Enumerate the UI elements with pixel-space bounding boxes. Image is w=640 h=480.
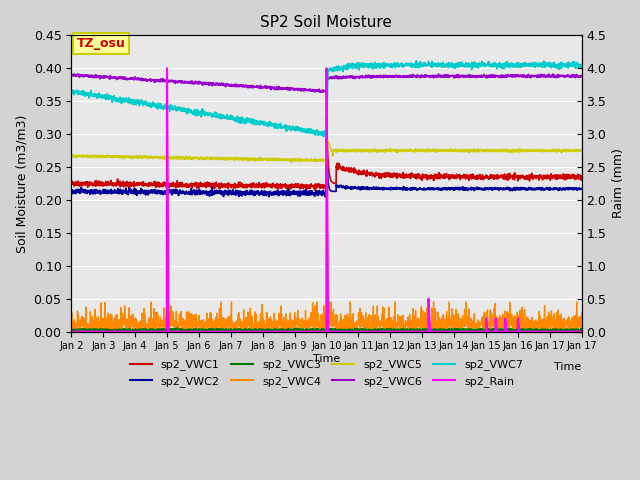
sp2_VWC3 [173,325,181,331]
sp2_VWC5 [67,153,75,159]
sp2_VWC1 [323,115,330,120]
sp2_VWC5 [228,156,236,162]
sp2_VWC6 [578,73,586,79]
sp2_VWC7 [480,62,488,68]
sp2_VWC5 [509,147,516,153]
sp2_Rain [118,329,126,335]
Y-axis label: Raim (mm): Raim (mm) [612,148,625,218]
sp2_VWC7 [357,63,365,69]
sp2_Rain [67,329,75,335]
sp2_VWC1 [357,169,365,175]
sp2_VWC2 [118,189,126,195]
sp2_VWC2 [323,136,330,142]
sp2_Rain [228,329,236,335]
sp2_VWC7 [509,64,516,70]
sp2_VWC7 [228,115,236,121]
sp2_Rain [480,329,488,335]
sp2_VWC5 [480,148,488,154]
X-axis label: Time: Time [313,354,340,364]
Line: sp2_VWC5: sp2_VWC5 [71,137,582,162]
sp2_VWC1 [480,175,488,181]
sp2_VWC7 [571,61,579,67]
sp2_VWC4 [147,299,155,305]
sp2_VWC1 [312,188,319,193]
Line: sp2_VWC6: sp2_VWC6 [71,74,582,92]
sp2_VWC6 [549,71,557,77]
sp2_VWC4 [480,318,488,324]
sp2_VWC6 [571,73,579,79]
sp2_VWC3 [480,327,488,333]
sp2_VWC3 [357,327,365,333]
sp2_VWC4 [578,310,586,316]
sp2_VWC7 [320,134,328,140]
sp2_Rain [163,65,171,71]
Legend: sp2_VWC1, sp2_VWC2, sp2_VWC3, sp2_VWC4, sp2_VWC5, sp2_VWC6, sp2_VWC7, sp2_Rain: sp2_VWC1, sp2_VWC2, sp2_VWC3, sp2_VWC4, … [125,355,528,391]
sp2_VWC4 [229,322,237,328]
sp2_VWC6 [228,83,236,88]
sp2_VWC5 [118,154,126,160]
sp2_VWC6 [67,73,75,79]
Text: TZ_osu: TZ_osu [76,37,125,50]
sp2_VWC1 [578,174,586,180]
sp2_VWC5 [288,159,296,165]
sp2_VWC7 [118,96,126,102]
sp2_VWC1 [228,182,236,188]
Y-axis label: Soil Moisture (m3/m3): Soil Moisture (m3/m3) [15,114,28,252]
sp2_VWC4 [509,325,516,331]
Line: sp2_VWC2: sp2_VWC2 [71,139,582,197]
sp2_VWC2 [509,187,516,192]
sp2_Rain [357,329,365,335]
sp2_VWC4 [357,321,365,327]
sp2_VWC2 [571,185,579,191]
sp2_VWC2 [67,188,75,194]
sp2_VWC3 [67,327,75,333]
sp2_VWC4 [118,325,126,331]
sp2_VWC6 [118,75,126,81]
Title: SP2 Soil Moisture: SP2 Soil Moisture [260,15,392,30]
sp2_VWC1 [509,174,516,180]
sp2_VWC4 [182,325,190,331]
sp2_VWC7 [412,58,420,64]
sp2_VWC6 [480,72,488,77]
sp2_Rain [571,329,579,335]
Line: sp2_VWC3: sp2_VWC3 [71,328,582,332]
sp2_VWC2 [357,186,365,192]
sp2_VWC3 [113,329,120,335]
sp2_VWC5 [323,134,330,140]
sp2_Rain [509,329,516,335]
sp2_VWC1 [571,177,579,182]
sp2_VWC5 [578,147,586,153]
sp2_VWC7 [578,62,586,68]
sp2_VWC2 [265,194,273,200]
sp2_VWC2 [578,186,586,192]
sp2_VWC3 [229,326,237,332]
sp2_VWC3 [509,327,516,333]
sp2_VWC4 [571,320,579,326]
sp2_Rain [578,329,586,335]
sp2_VWC1 [118,182,126,188]
sp2_VWC6 [317,89,324,95]
sp2_VWC3 [118,327,126,333]
sp2_VWC6 [509,74,516,80]
sp2_VWC6 [357,74,365,80]
sp2_VWC2 [480,186,488,192]
Line: sp2_VWC4: sp2_VWC4 [71,302,582,328]
sp2_VWC1 [67,180,75,186]
Line: sp2_VWC7: sp2_VWC7 [71,61,582,137]
sp2_VWC5 [571,147,579,153]
sp2_VWC3 [571,326,579,332]
sp2_VWC4 [67,324,75,330]
sp2_VWC5 [357,147,365,153]
sp2_VWC2 [228,190,236,195]
Text: Time: Time [554,362,582,372]
Line: sp2_Rain: sp2_Rain [71,68,582,332]
sp2_VWC3 [578,326,586,332]
Line: sp2_VWC1: sp2_VWC1 [71,118,582,191]
sp2_VWC7 [67,89,75,95]
